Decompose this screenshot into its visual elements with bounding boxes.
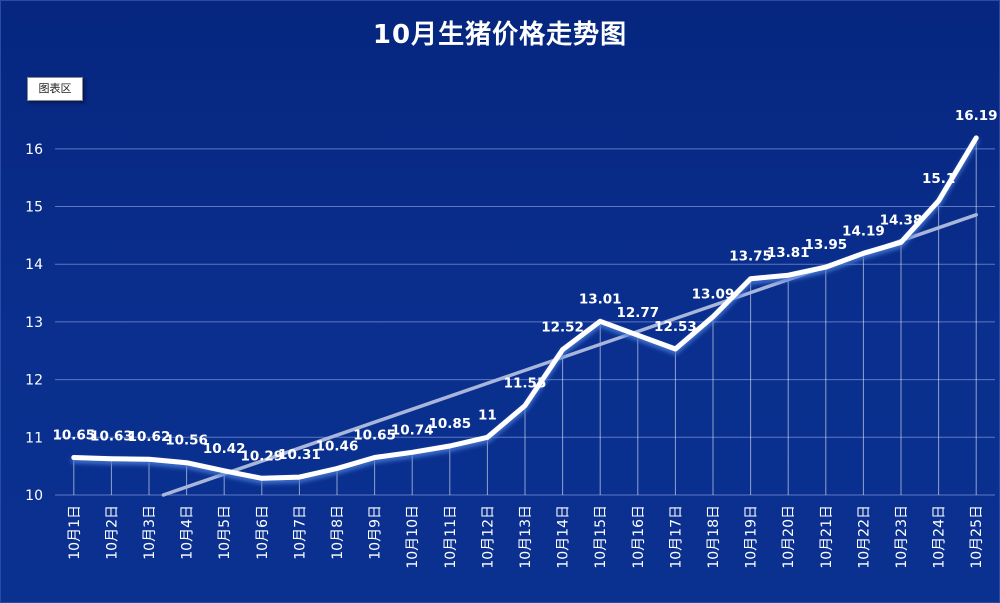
data-point	[936, 198, 941, 203]
x-tick-label: 10月25日	[969, 505, 985, 569]
data-label: 12.53	[654, 319, 697, 335]
x-tick-label: 10月11日	[443, 505, 459, 569]
x-tick-label: 10月22日	[856, 505, 872, 569]
data-label: 16.19	[955, 108, 998, 124]
data-point	[447, 443, 452, 448]
x-tick-label: 10月7日	[292, 505, 308, 560]
x-tick-label: 10月3日	[142, 505, 158, 560]
data-label: 12.52	[541, 320, 584, 336]
data-point	[71, 455, 76, 460]
x-tick-label: 10月1日	[67, 505, 83, 560]
data-label: 14.19	[842, 223, 885, 239]
data-label: 10.65	[52, 428, 95, 444]
x-tick-label: 10月17日	[668, 505, 684, 569]
data-point	[259, 476, 264, 481]
x-tick-label: 10月19日	[744, 505, 760, 569]
data-label: 10.65	[353, 428, 396, 444]
series-price	[71, 135, 979, 481]
data-point	[560, 347, 565, 352]
data-label: 10.31	[278, 447, 321, 463]
chart-title: 10月生猪价格走势图	[372, 20, 628, 50]
x-tick-label: 10月16日	[631, 505, 647, 569]
data-label: 10.74	[391, 422, 434, 438]
x-tick-label: 10月5日	[217, 505, 233, 560]
y-axis: 10 11 12 13 14 15 16	[25, 142, 43, 504]
data-label: 10.85	[428, 416, 471, 432]
x-tick-label: 10月21日	[819, 505, 835, 569]
data-point	[222, 468, 227, 473]
x-tick-label: 10月6日	[255, 505, 271, 560]
x-tick-label: 10月8日	[330, 505, 346, 560]
data-point	[147, 457, 151, 462]
x-tick-label: 10月13日	[518, 505, 534, 569]
data-label: 12.77	[616, 305, 659, 321]
data-labels: 10.6510.6310.6210.5610.4210.2910.3110.46…	[52, 108, 997, 464]
y-tick-label: 16	[25, 142, 43, 158]
data-point	[673, 347, 678, 352]
data-label: 13.75	[729, 249, 772, 265]
x-tick-label: 10月10日	[405, 505, 421, 569]
data-point	[410, 450, 415, 455]
gridlines	[55, 148, 995, 496]
data-point	[598, 319, 603, 324]
x-tick-label: 10月14日	[556, 505, 572, 569]
x-tick-label: 10月9日	[368, 505, 384, 560]
x-tick-label: 10月12日	[480, 505, 496, 569]
data-label: 10.29	[240, 448, 283, 464]
data-point	[823, 265, 828, 270]
data-label: 10.63	[90, 429, 133, 445]
y-tick-label: 15	[25, 200, 43, 216]
x-tick-label: 10月23日	[894, 505, 910, 569]
data-point	[372, 455, 377, 460]
data-label: 11.55	[504, 376, 547, 392]
data-point	[109, 456, 114, 461]
x-tick-label: 10月24日	[932, 505, 948, 569]
x-tick-label: 10月18日	[706, 505, 722, 569]
data-point	[861, 251, 866, 256]
data-label: 10.56	[165, 433, 208, 449]
y-tick-label: 12	[25, 373, 43, 389]
x-tick-label: 10月4日	[180, 505, 196, 560]
x-tick-label: 10月15日	[593, 505, 609, 569]
data-label: 13.09	[692, 287, 735, 303]
data-label: 10.46	[316, 438, 359, 454]
drop-lines	[73, 137, 977, 495]
y-tick-label: 13	[25, 315, 43, 331]
data-label: 13.95	[804, 237, 847, 253]
data-label: 15.1	[922, 171, 955, 187]
data-point	[184, 460, 189, 465]
data-point	[635, 333, 640, 338]
y-tick-label: 10	[25, 488, 43, 504]
data-point	[297, 475, 302, 480]
data-label: 11	[478, 407, 497, 423]
y-tick-label: 11	[25, 430, 43, 446]
y-tick-label: 14	[25, 257, 43, 273]
data-label: 13.01	[579, 291, 622, 307]
data-label: 10.62	[128, 429, 171, 445]
data-point	[485, 435, 490, 440]
x-tick-label: 10月20日	[781, 505, 797, 569]
data-label: 10.42	[203, 441, 246, 457]
data-point	[523, 403, 527, 408]
x-axis: 10月1日 10月2日 10月3日 10月4日 10月5日 10月6日 10月7日 10月8日…	[67, 505, 985, 569]
chart-area-tag[interactable]: 图表区	[27, 77, 83, 101]
data-point	[748, 276, 753, 281]
data-label: 14.38	[880, 212, 923, 228]
data-point	[786, 273, 791, 278]
data-label: 13.81	[767, 245, 810, 261]
data-point	[899, 240, 903, 245]
data-point	[335, 466, 339, 471]
data-point	[974, 135, 979, 140]
x-tick-label: 10月2日	[104, 505, 120, 560]
data-point	[711, 314, 715, 319]
